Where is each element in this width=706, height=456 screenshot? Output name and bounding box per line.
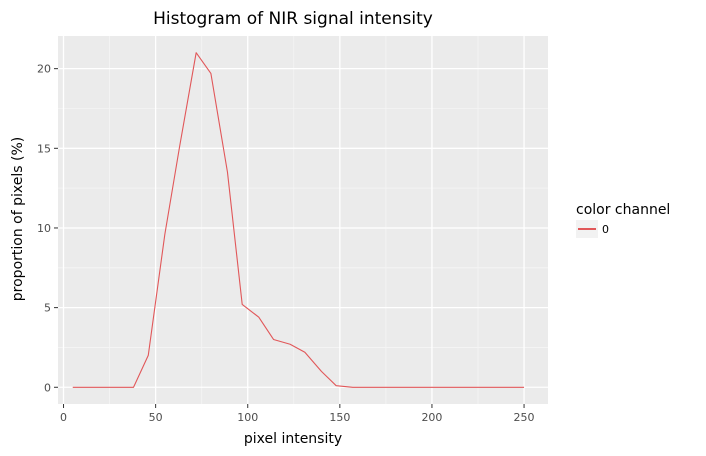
minor-gridlines [58, 36, 548, 404]
y-tick-label: 20 [37, 63, 51, 76]
x-tick-label: 50 [149, 411, 163, 424]
y-tick-label: 5 [44, 302, 51, 315]
x-tick-label: 150 [329, 411, 350, 424]
y-tick-label: 15 [37, 142, 51, 155]
x-axis-title: pixel intensity [244, 431, 342, 447]
y-axis-ticks: 0 5 10 15 20 [37, 63, 58, 394]
y-tick-label: 0 [44, 381, 51, 394]
plot-panel [58, 36, 548, 404]
x-axis-ticks: 0 50 100 150 200 250 [60, 404, 535, 424]
y-tick-label: 10 [37, 222, 51, 235]
legend-title: color channel [576, 202, 670, 218]
x-tick-label: 200 [421, 411, 442, 424]
x-tick-label: 100 [237, 411, 258, 424]
series-line [72, 52, 525, 388]
y-axis-title: proportion of pixels (%) [10, 137, 26, 301]
major-gridlines [58, 36, 548, 404]
legend: color channel 0 [576, 202, 670, 238]
x-tick-label: 250 [514, 411, 535, 424]
chart-title: Histogram of NIR signal intensity [153, 9, 433, 29]
x-tick-label: 0 [60, 411, 67, 424]
series-layer [72, 52, 525, 388]
legend-label-0: 0 [602, 223, 609, 236]
